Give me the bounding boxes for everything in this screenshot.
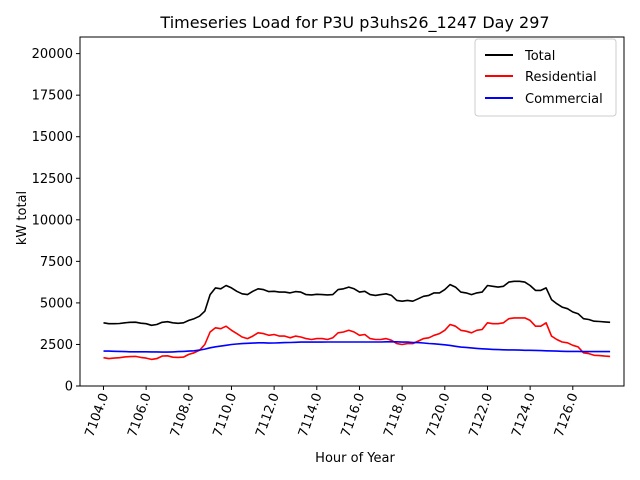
x-tick-label: 7114.0 xyxy=(296,391,326,439)
x-tick-label: 7106.0 xyxy=(125,391,155,439)
y-axis-title: kW total xyxy=(15,191,30,245)
x-tick-label: 7116.0 xyxy=(339,391,369,439)
x-axis-ticks: 7104.0 7106.0 7108.0 7110.0 7112.0 7114.0 7116… xyxy=(83,386,582,439)
legend: Total Residential Commercial xyxy=(474,38,617,117)
y-tick-label: 0 xyxy=(65,380,73,395)
y-tick-label: 17500 xyxy=(32,89,73,104)
x-tick-label: 7108.0 xyxy=(168,391,198,439)
y-tick-label: 12500 xyxy=(32,172,73,187)
x-tick-label: 7112.0 xyxy=(253,391,283,439)
y-tick-label: 2500 xyxy=(40,338,73,353)
plot-frame xyxy=(79,36,625,387)
y-axis-ticks: 0 2500 5000 7500 10000 12500 15000 17500 20000 xyxy=(32,47,80,395)
series-line-residential xyxy=(103,317,611,361)
legend-label-residential: Residential xyxy=(525,70,597,85)
x-tick-label: 7118.0 xyxy=(381,391,411,439)
x-tick-label: 7126.0 xyxy=(552,391,582,439)
series-line-total xyxy=(103,280,611,327)
y-tick-label: 15000 xyxy=(32,130,73,145)
y-tick-label: 10000 xyxy=(32,213,73,228)
x-tick-label: 7124.0 xyxy=(509,391,539,439)
x-tick-label: 7104.0 xyxy=(83,391,113,439)
x-tick-label: 7110.0 xyxy=(211,391,241,439)
y-tick-label: 7500 xyxy=(40,255,73,270)
series-line-commercial xyxy=(103,340,611,353)
series-lines xyxy=(103,280,611,361)
legend-label-total: Total xyxy=(524,49,555,64)
y-tick-label: 20000 xyxy=(32,47,73,62)
legend-label-commercial: Commercial xyxy=(525,92,603,107)
legend-box xyxy=(474,38,617,117)
x-tick-label: 7122.0 xyxy=(467,391,497,439)
x-tick-label: 7120.0 xyxy=(424,391,454,439)
chart-title: Timeseries Load for P3U p3uhs26_1247 Day… xyxy=(159,13,549,33)
x-axis-title: Hour of Year xyxy=(315,451,395,466)
y-tick-label: 5000 xyxy=(40,296,73,311)
